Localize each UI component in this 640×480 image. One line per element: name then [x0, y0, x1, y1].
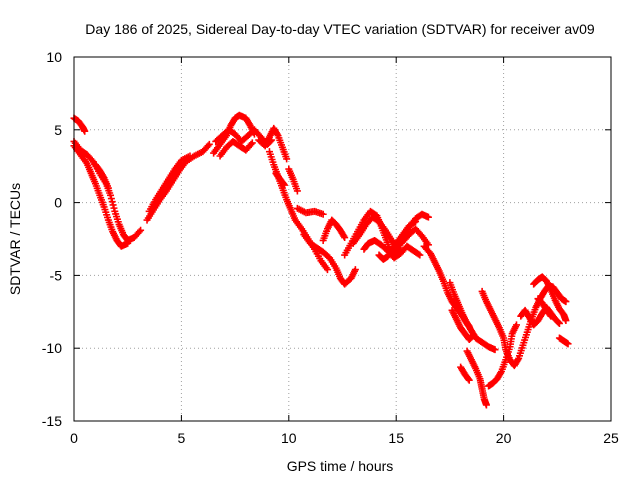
- data-point: [319, 210, 327, 218]
- chart-title: Day 186 of 2025, Sidereal Day-to-day VTE…: [85, 21, 595, 37]
- data-point: [424, 213, 432, 221]
- data-point: [410, 218, 418, 226]
- data-point: [514, 356, 522, 364]
- data-point: [109, 201, 117, 209]
- data-point: [204, 142, 212, 150]
- data-point: [562, 317, 570, 325]
- data-point: [497, 369, 505, 377]
- data-point: [546, 311, 554, 319]
- x-tick-label: 25: [603, 430, 619, 446]
- data-point: [88, 156, 96, 164]
- data-point: [512, 321, 520, 329]
- grid-lines: [74, 57, 611, 421]
- x-tick-label: 20: [496, 430, 512, 446]
- y-axis-label: SDTVAR / TECUs: [7, 183, 23, 295]
- x-tick-label: 0: [70, 430, 78, 446]
- data-point: [564, 340, 572, 348]
- data-point: [491, 346, 499, 354]
- data-point: [465, 376, 473, 384]
- x-tick-label: 10: [281, 430, 297, 446]
- data-point: [470, 331, 478, 339]
- data-point: [104, 184, 112, 192]
- x-axis-label: GPS time / hours: [287, 458, 394, 474]
- y-tick-label: -5: [50, 267, 63, 283]
- data-point: [137, 226, 145, 234]
- data-point: [108, 198, 116, 206]
- data-point: [412, 218, 420, 226]
- data-point: [464, 375, 472, 383]
- data-point: [273, 130, 281, 138]
- x-tick-label: 5: [178, 430, 186, 446]
- y-tick-label: -15: [42, 413, 62, 429]
- data-point: [293, 187, 301, 195]
- data-point: [107, 195, 115, 203]
- y-tick-label: 0: [54, 195, 62, 211]
- data-point: [562, 298, 570, 306]
- data-point: [135, 228, 143, 236]
- data-points: [70, 111, 572, 409]
- y-tick-label: -10: [42, 340, 62, 356]
- data-point: [341, 234, 349, 242]
- data-point: [110, 204, 118, 212]
- data-point: [340, 232, 348, 240]
- y-tick-label: 5: [54, 122, 62, 138]
- data-point: [81, 127, 89, 135]
- data-point: [186, 152, 194, 160]
- data-point: [248, 139, 256, 147]
- data-point: [281, 181, 289, 189]
- data-point: [323, 266, 331, 274]
- data-point: [107, 191, 115, 199]
- data-point: [555, 319, 563, 327]
- data-point: [555, 319, 563, 327]
- data-point: [205, 140, 213, 148]
- data-point: [547, 312, 555, 320]
- data-point: [469, 332, 477, 340]
- x-tick-label: 15: [388, 430, 404, 446]
- data-point: [416, 251, 424, 259]
- data-point: [280, 180, 288, 188]
- axis-ticks: 0 5 10 15 20 25 -15 -10 -5 0 5 10: [42, 49, 619, 446]
- data-point: [415, 250, 423, 258]
- y-tick-label: 10: [46, 49, 62, 65]
- data-point: [283, 155, 291, 163]
- data-point: [124, 239, 132, 247]
- data-point: [482, 401, 490, 409]
- plot-frame: [73, 56, 612, 422]
- data-point: [247, 140, 255, 148]
- data-point: [351, 266, 359, 274]
